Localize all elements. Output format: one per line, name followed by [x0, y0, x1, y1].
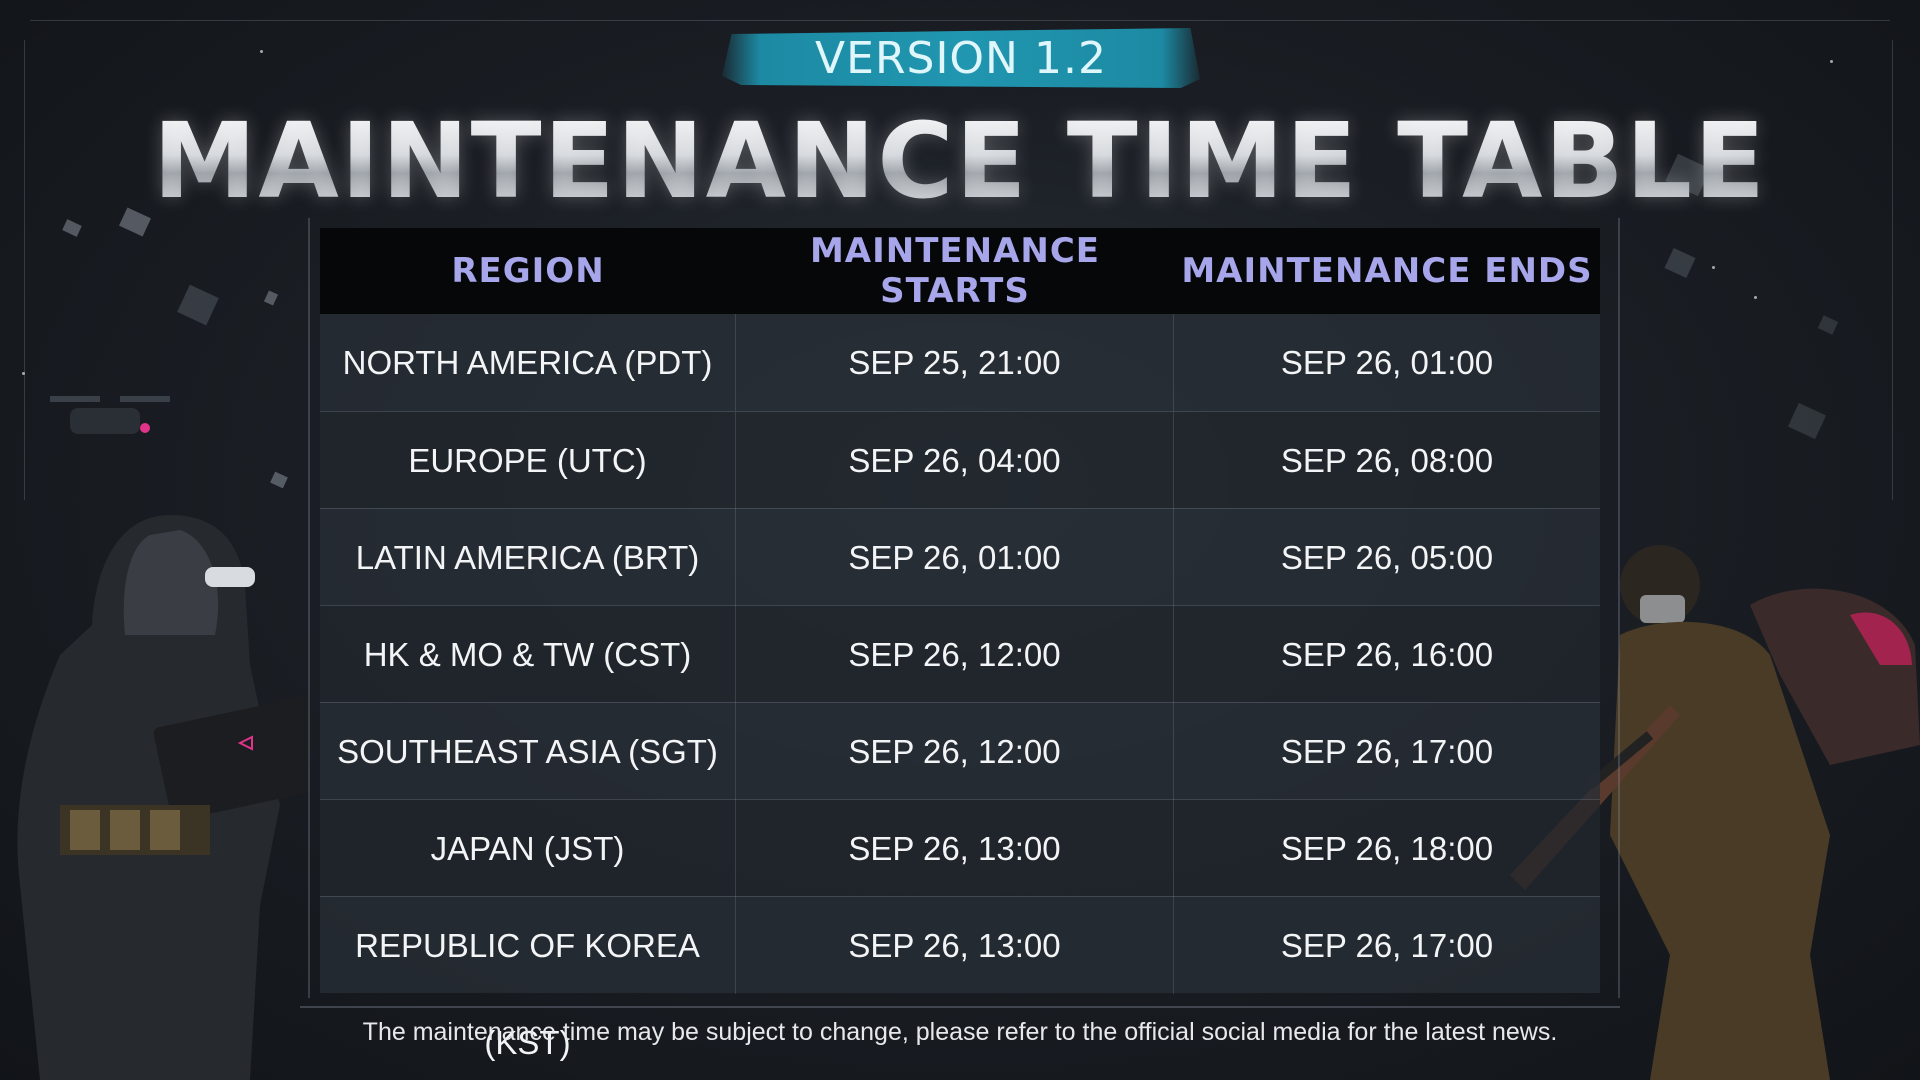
footnote-disclaimer: The maintenance time may be subject to c…	[362, 1018, 1558, 1046]
star-dot	[260, 50, 263, 53]
start-cell: SEP 25, 21:00	[736, 314, 1174, 411]
column-header-starts: MAINTENANCE STARTS	[809, 231, 1101, 311]
frame-right-line	[1892, 40, 1893, 500]
table-row: JAPAN (JST) SEP 26, 13:00 SEP 26, 18:00	[320, 799, 1600, 897]
version-banner: VERSION 1.2	[722, 28, 1200, 88]
region-cell: EUROPE (UTC)	[320, 411, 736, 509]
star-dot	[1754, 296, 1757, 299]
star-dot	[1830, 60, 1833, 63]
table-row: LATIN AMERICA (BRT) SEP 26, 01:00 SEP 26…	[320, 508, 1600, 606]
start-cell: SEP 26, 12:00	[736, 702, 1174, 800]
end-cell: SEP 26, 08:00	[1280, 441, 1494, 479]
version-label: VERSION 1.2	[815, 32, 1107, 84]
debris-particle	[263, 290, 279, 306]
column-header-region: REGION	[451, 251, 605, 291]
end-cell: SEP 26, 18:00	[1280, 829, 1494, 867]
start-cell: SEP 26, 01:00	[736, 508, 1174, 606]
debris-particle	[1787, 402, 1827, 440]
table-header: REGION MAINTENANCE STARTS MAINTENANCE EN…	[320, 228, 1600, 314]
end-cell: SEP 26, 17:00	[1280, 926, 1494, 964]
table-row: NORTH AMERICA (PDT) SEP 25, 21:00 SEP 26…	[320, 314, 1600, 411]
debris-particle	[270, 471, 288, 489]
debris-particle	[1664, 247, 1696, 279]
debris-particle	[1817, 315, 1839, 335]
table-row: SOUTHEAST ASIA (SGT) SEP 26, 12:00 SEP 2…	[320, 702, 1600, 800]
star-dot	[22, 372, 25, 375]
end-cell: SEP 26, 17:00	[1280, 732, 1494, 770]
star-dot	[1712, 266, 1715, 269]
table-bottom-divider	[300, 1006, 1620, 1008]
end-cell: SEP 26, 01:00	[1280, 344, 1494, 381]
debris-particle	[177, 284, 219, 326]
start-cell: SEP 26, 13:00	[736, 896, 1174, 994]
frame-left-line	[24, 40, 25, 500]
region-cell: LATIN AMERICA (BRT)	[320, 508, 736, 606]
left-character-illustration	[17, 515, 310, 1080]
start-cell: SEP 26, 12:00	[736, 605, 1174, 703]
start-cell: SEP 26, 04:00	[736, 411, 1174, 509]
column-header-ends: MAINTENANCE ENDS	[1181, 251, 1593, 291]
region-cell: JAPAN (JST)	[320, 799, 736, 897]
table-frame	[308, 218, 1620, 998]
table-row: REPUBLIC OF KOREA (KST) SEP 26, 13:00 SE…	[320, 896, 1600, 1061]
frame-top-line	[30, 20, 1890, 21]
end-cell: SEP 26, 16:00	[1280, 635, 1494, 673]
table-row: HK & MO & TW (CST) SEP 26, 12:00 SEP 26,…	[320, 605, 1600, 703]
drone-illustration	[50, 396, 170, 434]
page-title: MAINTENANCE TIME TABLE	[0, 100, 1920, 222]
table-row: EUROPE (UTC) SEP 26, 04:00 SEP 26, 08:00	[320, 411, 1600, 509]
region-cell: HK & MO & TW (CST)	[320, 605, 736, 703]
start-cell: SEP 26, 13:00	[736, 799, 1174, 897]
end-cell: SEP 26, 05:00	[1280, 538, 1494, 576]
region-cell: REPUBLIC OF KOREA (KST)	[320, 896, 736, 1061]
region-cell: NORTH AMERICA (PDT)	[320, 314, 736, 411]
maintenance-table: REGION MAINTENANCE STARTS MAINTENANCE EN…	[320, 228, 1600, 1061]
table-body: NORTH AMERICA (PDT) SEP 25, 21:00 SEP 26…	[320, 314, 1600, 1061]
region-cell: SOUTHEAST ASIA (SGT)	[320, 702, 736, 800]
